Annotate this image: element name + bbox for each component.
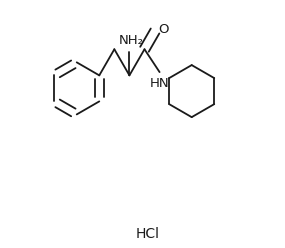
Text: HN: HN: [150, 77, 169, 90]
Text: NH₂: NH₂: [118, 34, 143, 47]
Text: O: O: [158, 23, 168, 36]
Text: HCl: HCl: [136, 227, 160, 241]
